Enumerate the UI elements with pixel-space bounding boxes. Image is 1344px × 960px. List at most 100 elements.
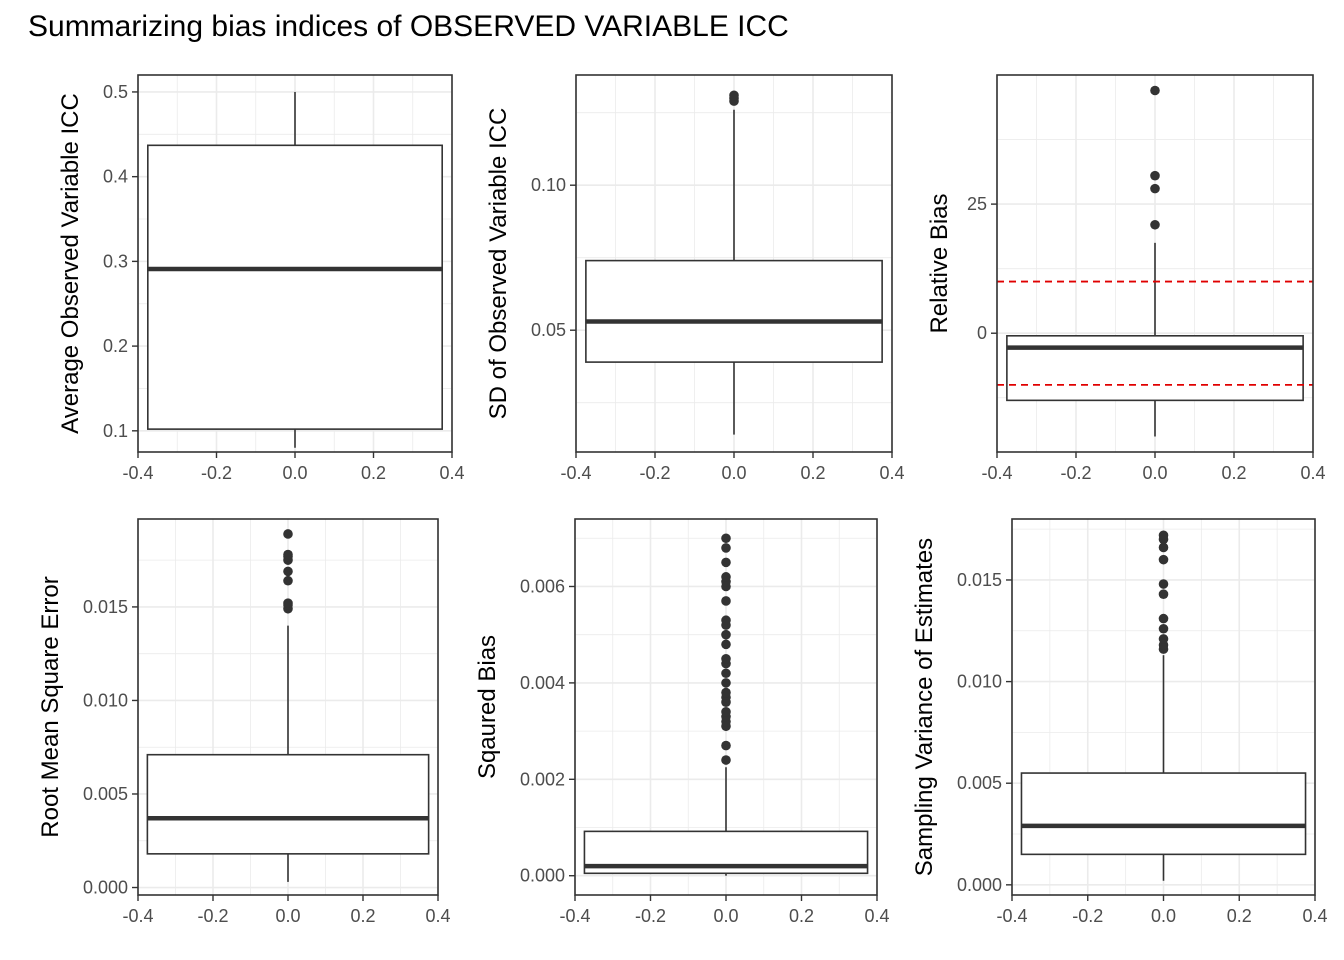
x-tick-label: -0.4 xyxy=(122,906,153,926)
x-tick-label: 0.2 xyxy=(1221,463,1246,483)
y-tick-label: 0.010 xyxy=(957,672,1002,692)
outlier-point xyxy=(721,678,731,688)
outlier-point xyxy=(721,668,731,679)
y-tick-label: 0.2 xyxy=(103,336,128,356)
y-tick-label: 0.000 xyxy=(957,875,1002,895)
x-tick-label: 0.0 xyxy=(1151,906,1176,926)
outlier-point xyxy=(729,90,739,101)
outlier-point xyxy=(721,740,731,751)
outlier-point xyxy=(283,529,293,539)
outlier-point xyxy=(721,596,731,606)
box-iqr xyxy=(1020,772,1307,856)
outlier-point xyxy=(721,557,731,568)
outlier-point xyxy=(1158,623,1169,634)
outlier-point xyxy=(721,755,731,765)
y-tick-label: 0.004 xyxy=(520,673,565,693)
outlier-point xyxy=(1150,170,1160,181)
x-tick-label: 0.4 xyxy=(864,906,889,926)
outlier-point xyxy=(721,639,731,650)
y-axis-title: Sqaured Bias xyxy=(474,635,501,779)
y-tick-label: 0.5 xyxy=(103,82,128,102)
x-tick-label: 0.2 xyxy=(1227,906,1252,926)
x-tick-label: 0.4 xyxy=(425,906,450,926)
outlier-point xyxy=(721,533,731,544)
outlier-point xyxy=(721,687,731,698)
x-tick-label: -0.2 xyxy=(635,906,666,926)
x-tick-label: 0.2 xyxy=(789,906,814,926)
y-axis-title: SD of Observed Variable ICC xyxy=(485,108,512,420)
x-tick-label: 0.0 xyxy=(1142,463,1167,483)
x-tick-label: -0.2 xyxy=(639,463,670,483)
outlier-point xyxy=(283,549,293,560)
outlier-point xyxy=(283,566,293,577)
x-tick-label: 0.2 xyxy=(350,906,375,926)
y-tick-label: 0.005 xyxy=(83,784,128,804)
outlier-point xyxy=(1158,589,1169,599)
outlier-point xyxy=(1158,530,1169,541)
panel-5: -0.4 -0.2 0.0 0.2 0.4 0.000 0.002 0.004 0.006 Sqa… xyxy=(474,518,890,926)
panel-2: -0.4 -0.2 0.0 0.2 0.4 0.05 0.10 SD of Observed … xyxy=(485,74,905,483)
y-tick-label: 0.4 xyxy=(103,167,128,187)
y-tick-label: 0.005 xyxy=(957,773,1002,793)
box-iqr xyxy=(147,144,443,430)
y-tick-label: 0.015 xyxy=(83,597,128,617)
x-tick-label: 0.4 xyxy=(1300,463,1325,483)
y-tick-label: 0.015 xyxy=(957,570,1002,590)
x-tick-label: -0.2 xyxy=(1072,906,1103,926)
outlier-point xyxy=(1150,85,1160,96)
y-tick-label: 0.1 xyxy=(103,421,128,441)
y-tick-label: 0.3 xyxy=(103,251,128,271)
outlier-point xyxy=(1158,542,1169,553)
x-tick-label: -0.2 xyxy=(197,906,228,926)
outlier-point xyxy=(283,575,293,586)
x-tick-label: -0.2 xyxy=(201,463,232,483)
outlier-point xyxy=(1150,183,1160,194)
x-tick-label: -0.2 xyxy=(1060,463,1091,483)
y-axis-title: Relative Bias xyxy=(926,193,953,333)
panel-3: -0.4 -0.2 0.0 0.2 0.4 0 25 Relative Bias xyxy=(926,74,1326,483)
x-tick-label: -0.4 xyxy=(559,906,590,926)
y-tick-label: 0.002 xyxy=(520,769,565,789)
y-tick-label: 25 xyxy=(967,194,987,214)
x-tick-label: 0.0 xyxy=(713,906,738,926)
x-tick-label: 0.4 xyxy=(879,463,904,483)
y-axis-title: Average Observed Variable ICC xyxy=(57,93,84,434)
panel-4: -0.4 -0.2 0.0 0.2 0.4 0.000 0.005 0.010 0.015 Roo… xyxy=(37,518,451,926)
outlier-point xyxy=(1158,634,1169,644)
outlier-point xyxy=(721,543,731,553)
outlier-point xyxy=(721,653,731,664)
outlier-point xyxy=(1150,219,1160,230)
x-tick-label: 0.2 xyxy=(800,463,825,483)
x-tick-label: -0.4 xyxy=(122,463,153,483)
box-iqr xyxy=(146,753,430,855)
outlier-point xyxy=(721,572,731,582)
x-tick-label: 0.2 xyxy=(361,463,386,483)
x-tick-label: -0.4 xyxy=(560,463,591,483)
box-iqr xyxy=(585,259,883,363)
panel-6: -0.4 -0.2 0.0 0.2 0.4 0.000 0.005 0.010 0.015 Sam… xyxy=(911,518,1328,926)
x-tick-label: -0.4 xyxy=(996,906,1027,926)
outlier-point xyxy=(721,615,731,626)
outlier-point xyxy=(283,598,293,608)
y-tick-label: 0.05 xyxy=(531,320,566,340)
outlier-point xyxy=(721,707,731,717)
y-tick-label: 0.10 xyxy=(531,175,566,195)
figure-title: Summarizing bias indices of OBSERVED VAR… xyxy=(28,10,789,43)
outlier-point xyxy=(1158,554,1169,565)
x-tick-label: 0.0 xyxy=(721,463,746,483)
outlier-point xyxy=(1158,579,1169,589)
x-tick-label: 0.4 xyxy=(1302,906,1327,926)
y-tick-label: 0.006 xyxy=(520,576,565,596)
y-tick-label: 0.000 xyxy=(83,878,128,898)
x-tick-label: 0.0 xyxy=(282,463,307,483)
outlier-point xyxy=(1158,613,1169,624)
y-tick-label: 0.010 xyxy=(83,690,128,710)
y-tick-label: 0 xyxy=(977,323,987,343)
y-tick-label: 0.000 xyxy=(520,866,565,886)
x-tick-label: 0.0 xyxy=(275,906,300,926)
outlier-point xyxy=(721,629,731,640)
panel-1: -0.4 -0.2 0.0 0.2 0.4 0.1 0.2 0.3 0.4 0.5 Average … xyxy=(57,74,465,483)
y-axis-title: Sampling Variance of Estimates xyxy=(911,538,938,876)
x-tick-label: -0.4 xyxy=(981,463,1012,483)
